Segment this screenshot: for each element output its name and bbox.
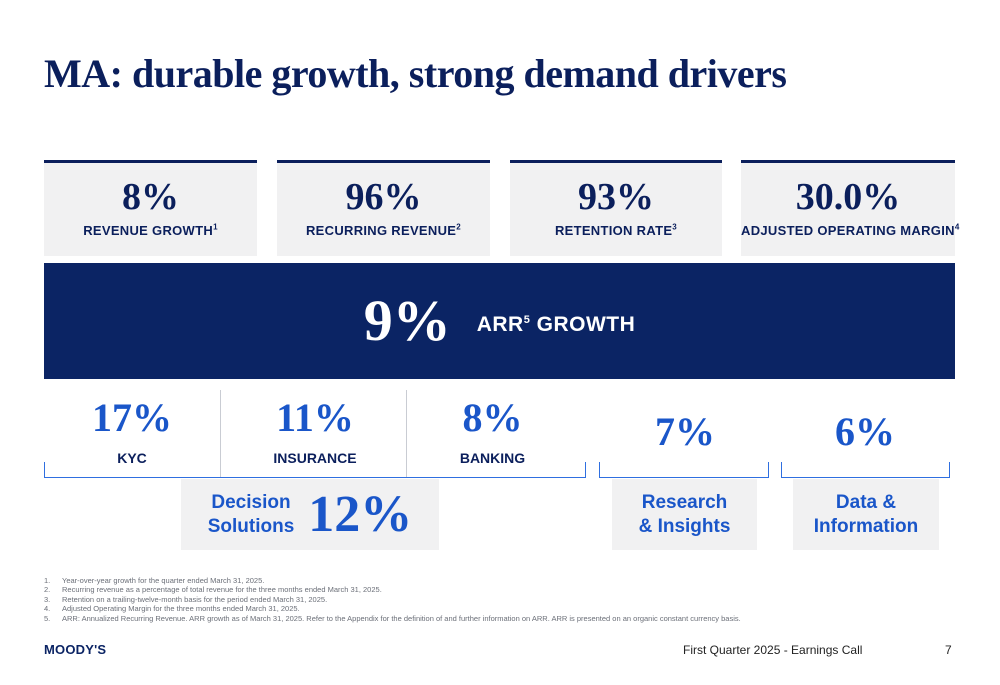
page-number: 7: [945, 643, 952, 657]
group-data-information: Data & Information: [793, 479, 939, 550]
kpi-value: 8%: [122, 176, 179, 218]
segment-value: 6%: [835, 409, 895, 454]
moodys-logo: MOODY'S: [44, 642, 107, 657]
arr-label: ARR5 GROWTH: [476, 313, 636, 336]
kpi-adjusted-operating-margin: 30.0% ADJUSTED OPERATING MARGIN4: [741, 160, 960, 256]
arr-value: 9%: [363, 288, 451, 353]
footnote: 4. Adjusted Operating Margin for the thre…: [44, 604, 300, 614]
page-title: MA: durable growth, strong demand driver…: [44, 51, 787, 96]
segment-value: 7%: [655, 409, 715, 454]
footnote: 2. Recurring revenue as a percentage of t…: [44, 585, 382, 595]
footnote: 1. Year-over-year growth for the quarter …: [44, 576, 265, 585]
kpi-retention-rate: 93% RETENTION RATE3: [510, 160, 722, 256]
group-research-insights: Research & Insights: [612, 479, 757, 550]
segment-data-information: 6%: [810, 410, 920, 454]
kpi-label: RETENTION RATE3: [554, 222, 678, 238]
footer-event: First Quarter 2025 - Earnings Call: [683, 643, 863, 657]
kpi-label: ADJUSTED OPERATING MARGIN4: [741, 222, 960, 238]
research-insights-bracket: [599, 462, 769, 478]
footnotes: 1. Year-over-year growth for the quarter …: [44, 576, 741, 623]
decision-solutions-bracket: [44, 462, 586, 478]
segment-name: INSURANCE: [273, 450, 357, 466]
segment-divider: [406, 390, 407, 478]
segment-value: 11%: [276, 395, 354, 440]
segment-insurance: 11% INSURANCE: [260, 395, 370, 467]
group-name: Data & Information: [813, 491, 919, 537]
group-name: Research & Insights: [638, 491, 731, 537]
kpi-value: 30.0%: [795, 176, 901, 218]
segment-research-insights: 7%: [630, 410, 740, 454]
footnote: 3. Retention on a trailing-twelve-month b…: [44, 594, 328, 604]
segment-divider: [220, 390, 221, 478]
segment-value: 8%: [462, 395, 523, 440]
group-name: Decision Solutions: [207, 491, 295, 537]
group-value: 12%: [308, 485, 413, 543]
segment-name: KYC: [117, 450, 147, 466]
arr-growth-banner: 9% ARR5 GROWTH: [44, 263, 955, 379]
kpi-value: 93%: [578, 176, 654, 218]
kpi-label: RECURRING REVENUE2: [305, 222, 462, 238]
data-information-bracket: [781, 462, 950, 478]
segment-name: BANKING: [459, 450, 526, 466]
group-decision-solutions: Decision Solutions 12%: [181, 479, 439, 550]
kpi-recurring-revenue: 96% RECURRING REVENUE2: [277, 160, 490, 256]
kpi-revenue-growth: 8% REVENUE GROWTH1: [44, 160, 257, 256]
segment-kyc: 17% KYC: [84, 395, 180, 467]
kpi-label: REVENUE GROWTH1: [83, 222, 218, 238]
segment-value: 17%: [92, 395, 172, 440]
kpi-value: 96%: [345, 176, 422, 218]
segment-banking: 8% BANKING: [445, 395, 540, 467]
footnote: 5. ARR: Annualized Recurring Revenue. ARR…: [44, 613, 741, 623]
